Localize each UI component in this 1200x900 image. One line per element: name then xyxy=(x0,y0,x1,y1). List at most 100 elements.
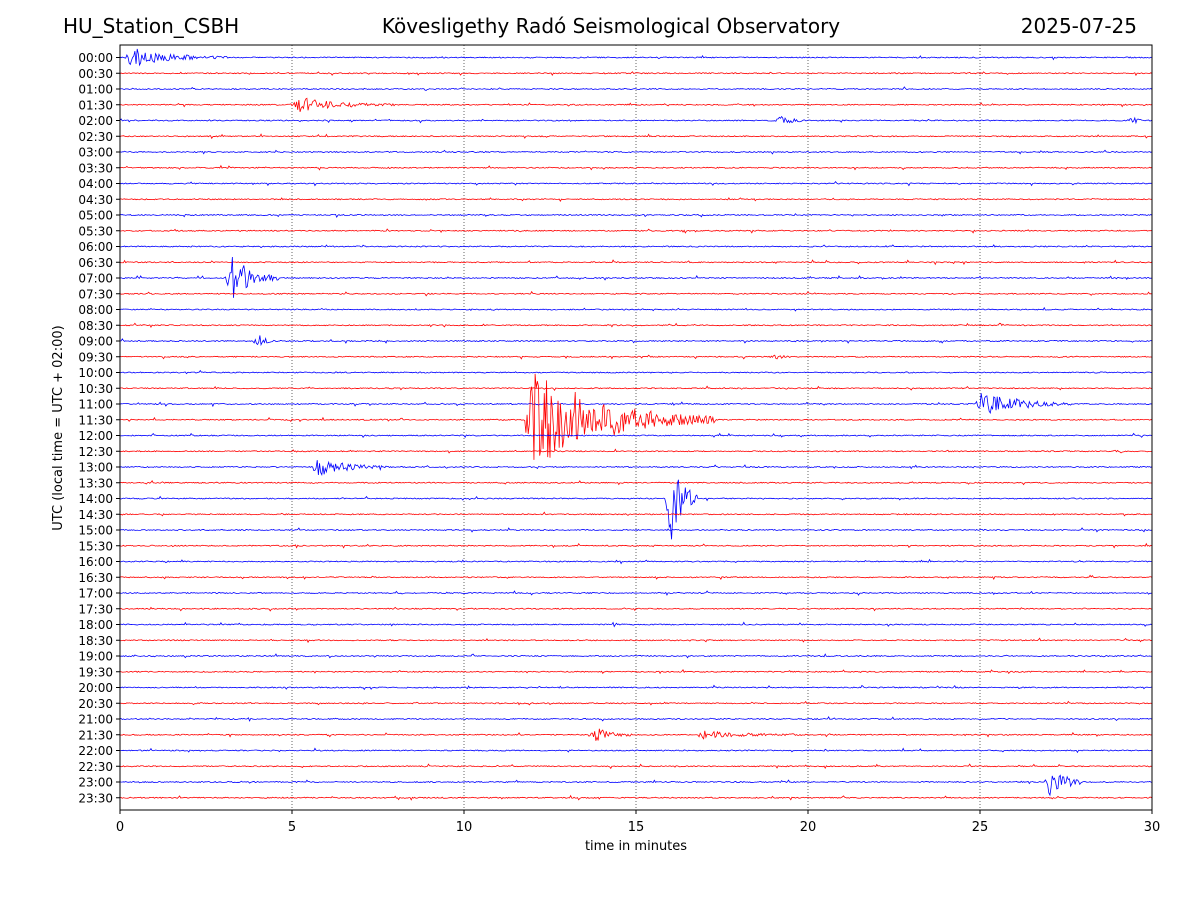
trace-1000 xyxy=(119,369,1153,375)
y-tick-label: 15:30 xyxy=(78,539,113,553)
trace-2000 xyxy=(119,684,1153,691)
trace-2230 xyxy=(119,763,1153,770)
trace-0230 xyxy=(119,133,1153,140)
trace-1830 xyxy=(119,637,1153,644)
station-name: HU_Station_CSBH xyxy=(63,14,240,38)
y-tick-label: 15:00 xyxy=(78,524,113,538)
y-tick-label: 13:30 xyxy=(78,476,113,490)
y-tick-label: 01:30 xyxy=(78,98,113,112)
trace-2130 xyxy=(119,728,1153,741)
y-tick-label: 06:00 xyxy=(78,240,113,254)
trace-1700 xyxy=(119,590,1153,596)
trace-0700 xyxy=(119,256,1153,298)
x-ticks: 0 5 10 15 20 25 30 xyxy=(116,810,1160,835)
y-tick-label: 20:00 xyxy=(78,681,113,695)
trace-2030 xyxy=(119,700,1153,706)
x-tick-label: 5 xyxy=(288,820,296,835)
grid-lines xyxy=(291,45,981,810)
chart-title: Kövesligethy Radó Seismological Observat… xyxy=(381,14,841,38)
trace-1200 xyxy=(119,432,1153,439)
y-tick-label: 00:00 xyxy=(78,51,113,65)
y-tick-label: 09:30 xyxy=(78,350,113,364)
trace-0800 xyxy=(119,306,1153,312)
y-tick-label: 11:30 xyxy=(78,413,113,427)
x-tick-label: 25 xyxy=(972,820,989,835)
trace-2200 xyxy=(119,747,1153,754)
y-tick-label: 16:00 xyxy=(78,555,113,569)
y-tick-label: 17:00 xyxy=(78,587,113,601)
trace-2300 xyxy=(119,774,1153,797)
x-tick-label: 15 xyxy=(628,820,645,835)
y-tick-label: 18:00 xyxy=(78,618,113,632)
trace-1400 xyxy=(119,479,1153,540)
trace-1130 xyxy=(119,373,1153,460)
y-tick-label: 03:30 xyxy=(78,161,113,175)
y-tick-label: 19:30 xyxy=(78,665,113,679)
y-tick-label: 01:00 xyxy=(78,83,113,97)
trace-0130 xyxy=(119,97,1153,112)
y-tick-label: 14:00 xyxy=(78,492,113,506)
trace-1300 xyxy=(119,460,1153,476)
y-tick-label: 03:00 xyxy=(78,146,113,160)
trace-1330 xyxy=(119,480,1153,486)
trace-0600 xyxy=(119,244,1153,249)
trace-0200 xyxy=(119,115,1153,125)
y-tick-label: 08:00 xyxy=(78,303,113,317)
y-tick-label: 05:30 xyxy=(78,224,113,238)
y-tick-label: 18:30 xyxy=(78,634,113,648)
y-tick-label: 04:00 xyxy=(78,177,113,191)
trace-2330 xyxy=(119,794,1153,801)
trace-0930 xyxy=(119,354,1153,360)
y-tick-label: 19:00 xyxy=(78,650,113,664)
y-tick-label: 11:00 xyxy=(78,398,113,412)
trace-0630 xyxy=(119,259,1153,266)
trace-0300 xyxy=(119,149,1153,155)
y-tick-label: 16:30 xyxy=(78,571,113,585)
y-tick-label: 10:00 xyxy=(78,366,113,380)
trace-0430 xyxy=(119,197,1153,203)
trace-1430 xyxy=(119,511,1153,517)
trace-1600 xyxy=(119,558,1153,565)
y-tick-label: 02:30 xyxy=(78,130,113,144)
trace-1930 xyxy=(119,669,1153,675)
y-tick-label: 04:30 xyxy=(78,193,113,207)
y-tick-label: 23:00 xyxy=(78,776,113,790)
trace-1230 xyxy=(119,448,1153,454)
y-tick-label: 10:30 xyxy=(78,382,113,396)
trace-0530 xyxy=(119,228,1153,234)
trace-2100 xyxy=(119,716,1153,722)
y-tick-label: 07:30 xyxy=(78,287,113,301)
trace-0500 xyxy=(119,213,1153,218)
y-tick-label: 05:00 xyxy=(78,209,113,223)
trace-0030 xyxy=(119,71,1153,77)
y-tick-label: 22:00 xyxy=(78,744,113,758)
trace-1500 xyxy=(119,527,1153,533)
trace-1100 xyxy=(119,393,1153,415)
trace-1530 xyxy=(119,542,1153,549)
x-tick-label: 30 xyxy=(1144,820,1161,835)
trace-1030 xyxy=(119,385,1153,391)
trace-0100 xyxy=(119,86,1153,91)
y-tick-label: 07:00 xyxy=(78,272,113,286)
y-tick-label: 13:00 xyxy=(78,461,113,475)
y-tick-label: 14:30 xyxy=(78,508,113,522)
y-tick-label: 17:30 xyxy=(78,602,113,616)
y-tick-label: 23:30 xyxy=(78,791,113,805)
y-tick-label: 06:30 xyxy=(78,256,113,270)
y-tick-label: 21:00 xyxy=(78,713,113,727)
y-tick-label: 12:30 xyxy=(78,445,113,459)
trace-1800 xyxy=(119,621,1153,628)
trace-1730 xyxy=(119,606,1153,612)
y-tick-label: 22:30 xyxy=(78,760,113,774)
trace-0330 xyxy=(119,164,1153,171)
y-tick-label: 20:30 xyxy=(78,697,113,711)
y-tick-label: 08:30 xyxy=(78,319,113,333)
y-tick-label: 09:00 xyxy=(78,335,113,349)
y-tick-label: 00:30 xyxy=(78,67,113,81)
trace-0400 xyxy=(119,181,1153,187)
trace-1900 xyxy=(119,653,1153,659)
x-tick-label: 0 xyxy=(116,820,124,835)
trace-1630 xyxy=(119,574,1153,580)
traces xyxy=(119,48,1153,801)
